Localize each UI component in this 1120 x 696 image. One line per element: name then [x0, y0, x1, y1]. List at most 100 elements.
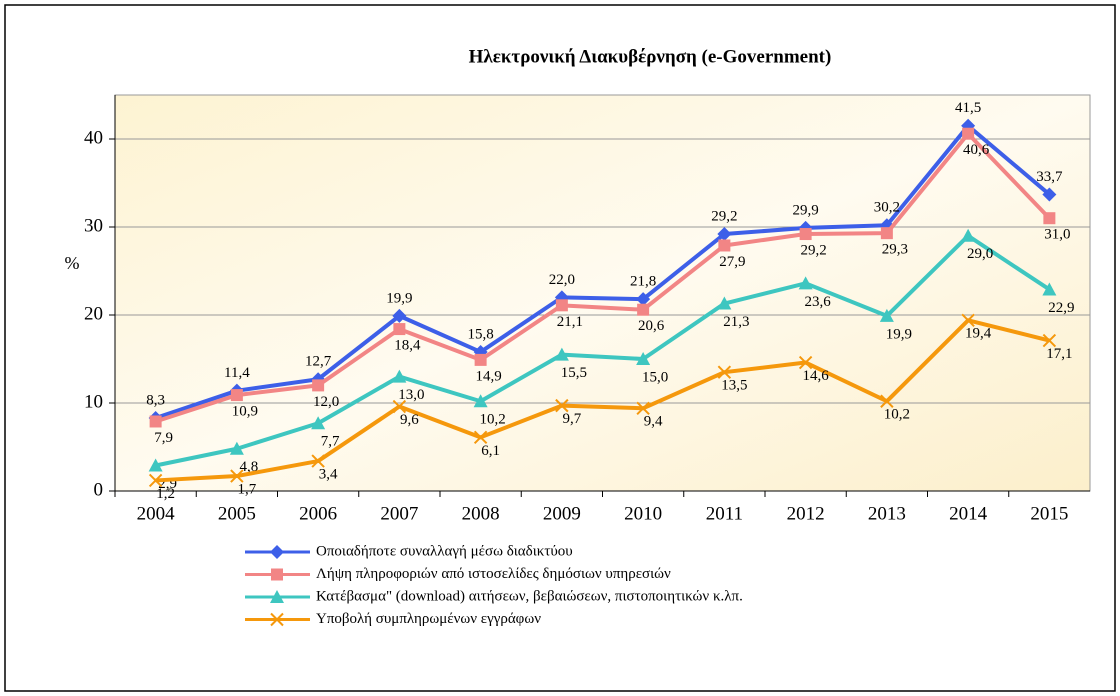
data-point [1042, 187, 1057, 202]
data-label: 11,4 [224, 365, 250, 381]
data-label: 12,7 [305, 354, 332, 370]
data-label: 8,3 [146, 392, 165, 408]
series-line [155, 318, 1050, 483]
data-point [1042, 333, 1057, 348]
data-label: 7,9 [154, 430, 173, 446]
data-label: 22,0 [549, 272, 575, 288]
data-point [392, 399, 407, 414]
x-tick-label: 2005 [218, 503, 256, 524]
data-label: 41,5 [955, 100, 981, 116]
y-tick-label: 10 [84, 391, 103, 412]
data-label: 6,1 [481, 443, 500, 459]
data-label: 10,2 [480, 412, 506, 428]
series-line [155, 131, 1051, 424]
data-label: 30,2 [874, 200, 900, 216]
x-tick-label: 2004 [137, 503, 176, 524]
plot-area [114, 94, 1091, 492]
data-label: 21,3 [723, 314, 749, 330]
data-point [392, 308, 407, 323]
data-point [229, 441, 244, 455]
y-tick-label: 40 [84, 127, 103, 148]
data-point [879, 308, 894, 322]
data-point [798, 355, 813, 370]
data-point [312, 379, 325, 392]
data-label: 15,5 [561, 365, 587, 381]
data-point [718, 239, 731, 252]
x-tick-label: 2007 [380, 503, 418, 524]
data-label: 7,7 [321, 434, 340, 450]
data-point [149, 415, 162, 428]
data-label: 22,9 [1048, 300, 1074, 316]
data-label: 10,2 [884, 407, 910, 423]
x-tick-label: 2014 [949, 503, 988, 524]
x-tick-label: 2015 [1030, 503, 1068, 524]
data-label: 20,6 [638, 318, 665, 334]
data-label: 23,6 [805, 294, 832, 310]
data-point [230, 469, 244, 483]
data-label: 29,0 [967, 246, 993, 262]
data-point [636, 352, 651, 365]
data-label: 1,2 [156, 486, 175, 502]
data-point [880, 394, 894, 408]
x-tick-label: 2011 [706, 503, 743, 524]
data-point [880, 227, 893, 240]
legend-label: Λήψη πληροφοριών από ιστοσελίδες δημόσιω… [316, 566, 671, 582]
data-label: 12,0 [313, 394, 339, 410]
data-point [393, 323, 406, 336]
data-point [717, 227, 732, 242]
data-label: 21,8 [630, 274, 656, 290]
data-point [555, 299, 568, 312]
x-tick-label: 2006 [299, 503, 337, 524]
data-point [554, 347, 569, 361]
data-point [636, 292, 651, 307]
data-label: 40,6 [963, 142, 990, 158]
data-label: 17,1 [1046, 346, 1072, 362]
data-label: 14,9 [476, 368, 502, 384]
data-point [717, 365, 732, 379]
y-tick-label: 0 [94, 479, 104, 500]
y-axis-label: % [65, 253, 80, 273]
data-point [717, 296, 732, 310]
data-point [637, 303, 650, 316]
data-label: 29,3 [882, 242, 908, 258]
data-point [555, 398, 569, 413]
data-point [962, 127, 975, 140]
y-tick-label: 30 [84, 215, 103, 236]
data-point [230, 389, 243, 402]
x-tick-label: 2008 [462, 503, 500, 524]
y-tick-label: 20 [84, 303, 103, 324]
data-label: 19,9 [386, 290, 412, 306]
x-tick-label: 2010 [624, 503, 662, 524]
data-point [798, 276, 813, 290]
x-tick-label: 2009 [543, 503, 581, 524]
data-label: 29,2 [801, 242, 827, 258]
data-point [961, 313, 975, 327]
data-label: 19,4 [965, 326, 992, 342]
legend-marker [271, 568, 283, 581]
data-point [148, 473, 163, 488]
data-label: 15,0 [642, 369, 668, 385]
data-point [148, 458, 163, 472]
data-point [1042, 282, 1057, 296]
legend-marker [270, 545, 284, 559]
data-point [311, 416, 326, 430]
series-line [155, 233, 1051, 468]
series-line [154, 123, 1051, 420]
data-point [1043, 212, 1056, 225]
data-label: 9,6 [400, 412, 419, 428]
legend-label: Κατέβασμα" (download) αιτήσεων, βεβαιώσε… [316, 588, 743, 604]
data-point [636, 401, 650, 415]
data-label: 9,7 [563, 411, 582, 427]
data-label: 15,8 [468, 326, 494, 342]
x-tick-label: 2013 [868, 503, 906, 524]
data-label: 3,4 [319, 467, 338, 483]
data-point [392, 369, 407, 383]
data-label: 13,0 [398, 387, 424, 403]
data-point [473, 394, 488, 408]
data-label: 31,0 [1044, 227, 1070, 243]
data-point [799, 228, 812, 241]
data-point [474, 353, 487, 366]
data-label: 27,9 [719, 254, 745, 270]
legend-label: Υποβολή συμπληρωμένων εγγράφων [316, 611, 541, 627]
